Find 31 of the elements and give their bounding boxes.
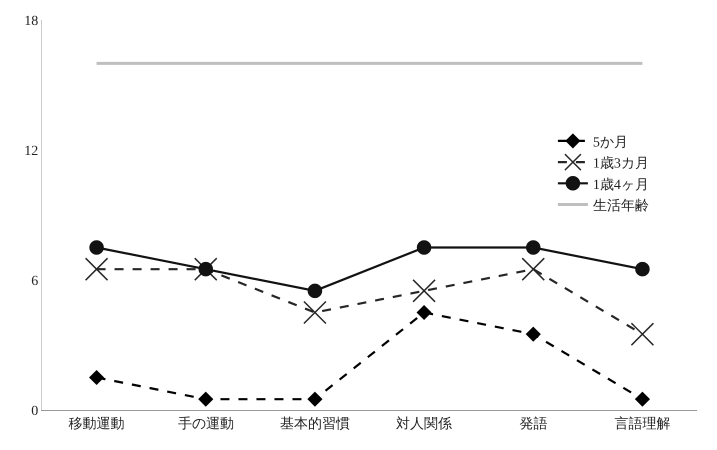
point: [84, 257, 108, 281]
point: [630, 322, 654, 346]
point: [412, 279, 436, 303]
y-tick-label: 6: [31, 274, 38, 289]
x-tick-label: 発語: [519, 416, 548, 432]
point: [198, 262, 213, 276]
point: [635, 392, 650, 406]
x-tick-label: 移動運動: [68, 416, 125, 432]
x-tick-label: 基本的習慣: [280, 416, 350, 432]
point: [416, 305, 432, 320]
point: [522, 257, 545, 281]
legend-label: 生活年齢: [592, 198, 649, 214]
point: [198, 392, 213, 406]
point: [89, 370, 104, 385]
point: [308, 392, 322, 406]
y-tick-label: 12: [24, 144, 38, 159]
point: [635, 262, 650, 276]
point: [416, 240, 432, 255]
x-tick-label: 言語理解: [614, 416, 670, 432]
y-tick-label: 18: [24, 14, 38, 29]
point: [526, 240, 540, 255]
y-tick-label: 0: [31, 404, 38, 419]
x-tick-label: 手の運動: [178, 416, 234, 432]
point: [526, 326, 540, 342]
point: [303, 300, 327, 324]
point: [308, 284, 322, 298]
legend-label: 1歳3カ月: [592, 156, 649, 172]
legend-label: 5か月: [592, 135, 628, 150]
legend-label: 1歳4ヶ月: [592, 176, 649, 193]
point: [89, 240, 104, 255]
x-tick-label: 対人関係: [396, 416, 452, 432]
